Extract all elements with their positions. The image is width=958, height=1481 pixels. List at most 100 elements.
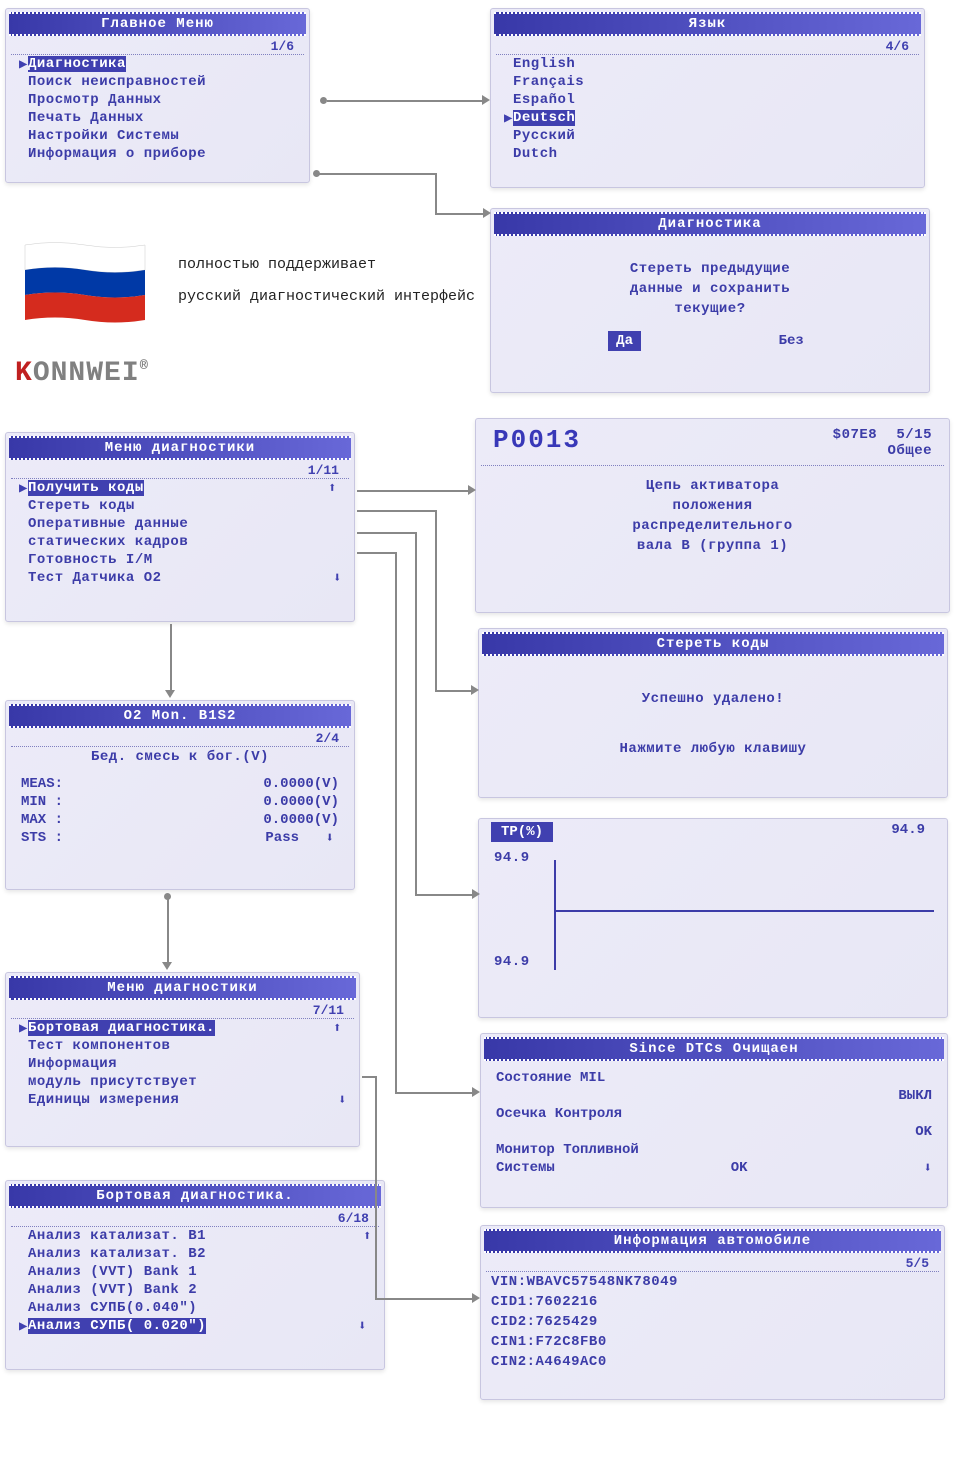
main-menu-screen: Главное Меню 1/6 ▶Диагностика Поиск неис…	[5, 8, 310, 183]
ob-vvt-b1[interactable]: Анализ (VVT) Bank 1	[6, 1263, 384, 1281]
diag-im-readiness[interactable]: Готовность I/M	[6, 551, 354, 569]
arrow-down-icon	[165, 690, 175, 698]
diag-live-data[interactable]: Оперативные данные	[6, 515, 354, 533]
lang-english[interactable]: English	[491, 55, 924, 73]
connector-line	[170, 624, 172, 692]
connector-line	[317, 173, 437, 175]
lang-dutch[interactable]: Dutch	[491, 145, 924, 163]
scroll-up-icon: ⬆	[328, 480, 337, 497]
main-menu-page: 1/6	[11, 39, 304, 55]
misfire-val: OK	[481, 1123, 947, 1141]
since-dtc-screen: Since DTCs Очищаен Состояние MIL ВЫКЛ Ос…	[480, 1033, 948, 1208]
ob-vvt-b2[interactable]: Анализ (VVT) Bank 2	[6, 1281, 384, 1299]
language-screen: Язык 4/6 English Français Español ▶Deuts…	[490, 8, 925, 188]
connector-line	[395, 1092, 473, 1094]
vehicle-info-screen: Информация автомобиле 5/5 VIN:WBAVC57548…	[480, 1225, 945, 1400]
lang-russian[interactable]: Русский	[491, 127, 924, 145]
menu-item-system-settings[interactable]: Настройки Системы	[6, 127, 309, 145]
diag-menu2-title: Меню диагностики	[9, 976, 356, 1000]
mil-status-row: Состояние MIL	[481, 1069, 947, 1087]
tp-label: TP(%)	[491, 822, 553, 842]
dtc-desc-3: распределительного	[476, 516, 949, 536]
o2-meas-row: MEAS:0.0000(V)	[6, 775, 354, 793]
tp-max: 94.9	[494, 850, 530, 866]
tp-graph: 94.9 94.9	[494, 850, 932, 970]
connector-line	[415, 894, 475, 896]
menu-item-view-data[interactable]: Просмотр Данных	[6, 91, 309, 109]
diag-o2-test[interactable]: Тест Датчика O2⬇	[6, 569, 354, 587]
arrow-right-icon	[483, 208, 491, 218]
onboard-title: Бортовая диагностика.	[9, 1184, 381, 1208]
scroll-up-icon: ⬆	[333, 1020, 342, 1037]
diag2-module[interactable]: модуль присутствует	[6, 1073, 359, 1091]
connector-line	[395, 552, 397, 1092]
dtc-desc-1: Цепь активатора	[476, 476, 949, 496]
diag2-units[interactable]: Единицы измерения⬇	[6, 1091, 359, 1109]
connector-line	[362, 1076, 375, 1078]
diag-confirm-screen: Диагностика Стереть предыдущие данные и …	[490, 208, 930, 393]
language-page: 4/6	[496, 39, 919, 55]
lang-espanol[interactable]: Español	[491, 91, 924, 109]
scroll-down-icon: ⬇	[924, 1160, 932, 1177]
arrow-right-icon	[482, 95, 490, 105]
diag2-onboard[interactable]: ▶Бортовая диагностика.⬆	[11, 1019, 354, 1037]
diag-menu2-page: 7/11	[11, 1003, 354, 1019]
arrow-right-icon	[468, 485, 476, 495]
connector-line	[357, 490, 470, 492]
ob-cat-b1[interactable]: Анализ катализат. B1⬆	[6, 1227, 384, 1245]
confirm-text-1: Стереть предыдущие	[491, 259, 929, 279]
connector-line	[327, 100, 482, 102]
lang-deutsch[interactable]: ▶Deutsch	[496, 109, 919, 127]
diag-get-codes[interactable]: ▶Получить коды⬆	[11, 479, 349, 497]
scroll-down-icon: ⬇	[358, 1318, 367, 1335]
diag-confirm-title: Диагностика	[494, 212, 926, 236]
dtc-code-screen: P0013 $07E8 5/15 Общее Цепь активатора п…	[475, 418, 950, 613]
o2-page: 2/4	[11, 731, 349, 747]
confirm-yes-button[interactable]: Да	[608, 331, 641, 351]
o2-min-row: MIN :0.0000(V)	[6, 793, 354, 811]
ob-supp-020[interactable]: ▶Анализ СУПБ( 0.020")⬇	[11, 1317, 379, 1335]
ob-cat-b2[interactable]: Анализ катализат. B2	[6, 1245, 384, 1263]
arrow-down-icon	[162, 962, 172, 970]
connector-dot	[320, 97, 327, 104]
ob-supp-040[interactable]: Анализ СУПБ(0.040")	[6, 1299, 384, 1317]
menu-item-troubleshoot[interactable]: Поиск неисправностей	[6, 73, 309, 91]
confirm-no-button[interactable]: Без	[771, 331, 812, 351]
lang-francais[interactable]: Français	[491, 73, 924, 91]
fuel-sys-row: СистемыOK⬇	[481, 1159, 947, 1178]
diag-erase-codes[interactable]: Стереть коды	[6, 497, 354, 515]
scroll-down-icon: ⬇	[326, 830, 334, 847]
erase-result-screen: Стереть коды Успешно удалено! Нажмите лю…	[478, 628, 948, 798]
onboard-diag-screen: Бортовая диагностика. 6/18 Анализ катали…	[5, 1180, 385, 1370]
connector-line	[435, 173, 437, 213]
o2-title: O2 Mon. B1S2	[9, 704, 351, 728]
dtc-page: 5/15	[896, 427, 932, 443]
erase-title: Стереть коды	[482, 632, 944, 656]
diag2-component[interactable]: Тест компонентов	[6, 1037, 359, 1055]
menu-item-diagnostics[interactable]: ▶Диагностика	[11, 55, 304, 73]
arrow-right-icon	[472, 889, 480, 899]
vehicle-info-title: Информация автомобиле	[484, 1229, 941, 1253]
menu-item-print-data[interactable]: Печать Данных	[6, 109, 309, 127]
o2-max-row: MAX :0.0000(V)	[6, 811, 354, 829]
confirm-text-3: текущие?	[491, 299, 929, 319]
diag-freeze-frame[interactable]: статических кадров	[6, 533, 354, 551]
dtc-module: $07E8	[833, 427, 878, 443]
o2-subtitle: Бед. смесь к бог.(V)	[6, 747, 354, 767]
fuel-mon-row: Монитор Топливной	[481, 1141, 947, 1159]
connector-line	[415, 532, 417, 894]
mil-status-val: ВЫКЛ	[481, 1087, 947, 1105]
cid2-row: CID2:7625429	[481, 1312, 944, 1332]
brand-logo: KONNWEI®	[15, 358, 149, 389]
diag2-info[interactable]: Информация	[6, 1055, 359, 1073]
tp-min: 94.9	[494, 954, 530, 970]
connector-line	[357, 532, 417, 534]
menu-item-device-info[interactable]: Информация о приборе	[6, 145, 309, 163]
vehicle-info-page: 5/5	[486, 1256, 939, 1272]
desc-line-2: русский диагностический интерфейс	[178, 288, 475, 305]
dtc-type: Общее	[833, 443, 932, 459]
tp-graph-screen: TP(%) 94.9 94.9 94.9	[478, 818, 948, 1018]
diag-menu-page: 1/11	[11, 463, 349, 479]
connector-line	[357, 510, 437, 512]
dtc-code-value: P0013	[493, 425, 833, 459]
